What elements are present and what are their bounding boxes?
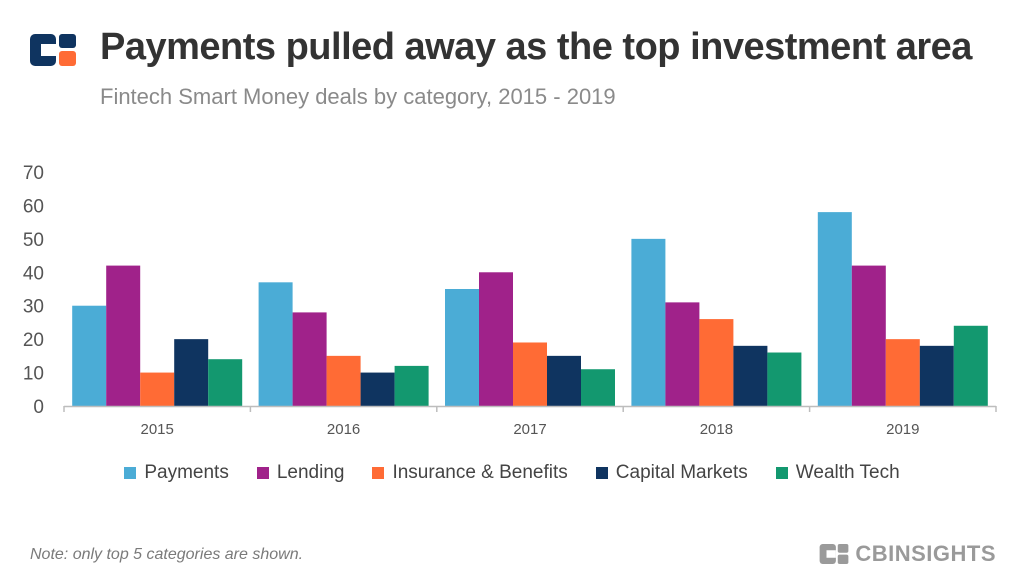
legend-label: Wealth Tech: [795, 462, 900, 483]
bar-capital-markets-2015: [174, 339, 209, 406]
x-tick-label: 2019: [886, 421, 919, 438]
cb-insights-logo-icon: [30, 34, 76, 66]
y-tick-label: 40: [23, 263, 44, 284]
legend-swatch: [256, 467, 269, 479]
legend-swatch: [372, 467, 385, 479]
bar-capital-markets-2019: [919, 345, 954, 406]
y-tick-label: 50: [23, 230, 44, 251]
legend-item: Payments: [124, 462, 229, 484]
bar-wealth-tech-2016: [394, 365, 429, 406]
bar-lending-2015: [106, 265, 141, 406]
legend-label: Insurance & Benefits: [392, 462, 568, 483]
y-tick-label: 10: [23, 364, 44, 385]
bar-payments-2015: [72, 305, 107, 406]
bar-wealth-tech-2018: [767, 352, 802, 406]
chart-legend: Payments Lending Insurance & Benefits Capit…: [0, 462, 1024, 484]
x-tick-label: 2017: [513, 421, 546, 438]
bar-wealth-tech-2017: [581, 369, 615, 406]
y-tick-label: 20: [23, 330, 44, 351]
bar-insurance-benefits-2018: [699, 319, 734, 406]
bar-payments-2016: [258, 282, 293, 406]
x-tick-label: 2015: [141, 421, 174, 438]
brand-name: CBINSIGHTS: [855, 541, 996, 566]
legend-item: Capital Markets: [595, 462, 748, 484]
x-tick-label: 2016: [327, 421, 360, 438]
brand-logo: CBINSIGHTS: [819, 541, 996, 567]
legend-item: Insurance & Benefits: [372, 462, 568, 484]
cb-insights-mark-icon: [819, 544, 849, 564]
bar-wealth-tech-2019: [953, 325, 988, 406]
chart-title: Payments pulled away as the top investme…: [100, 26, 972, 68]
bar-lending-2018: [665, 302, 700, 406]
legend-label: Capital Markets: [615, 462, 748, 483]
y-tick-label: 70: [23, 163, 44, 184]
legend-label: Payments: [144, 462, 229, 483]
bar-capital-markets-2018: [733, 345, 768, 406]
bar-chart: 0 10 20 30 40 50 60 70 2015 2016 2017 2018 2019: [23, 163, 997, 438]
bar-insurance-benefits-2019: [885, 339, 920, 406]
bar-insurance-benefits-2017: [513, 342, 547, 406]
bar-lending-2019: [851, 265, 886, 406]
legend-label: Lending: [276, 462, 345, 483]
bar-payments-2018: [631, 238, 666, 406]
bar-capital-markets-2016: [360, 372, 395, 406]
bar-wealth-tech-2015: [208, 359, 243, 406]
bar-insurance-benefits-2016: [326, 355, 361, 406]
legend-swatch: [595, 467, 608, 479]
legend-item: Wealth Tech: [775, 462, 900, 484]
bar-lending-2017: [479, 272, 513, 406]
x-tick-label: 2018: [700, 421, 733, 438]
y-tick-label: 0: [33, 397, 44, 418]
bar-capital-markets-2017: [547, 355, 581, 406]
bar-payments-2017: [445, 289, 479, 406]
footnote: Note: only top 5 categories are shown.: [30, 546, 304, 563]
bar-payments-2019: [817, 212, 852, 406]
y-tick-label: 60: [23, 196, 44, 217]
y-tick-label: 30: [23, 297, 44, 318]
legend-swatch: [775, 467, 788, 479]
legend-item: Lending: [256, 462, 345, 484]
bar-lending-2016: [292, 312, 327, 406]
legend-swatch: [124, 467, 137, 479]
chart-subtitle: Fintech Smart Money deals by category, 2…: [100, 84, 616, 109]
bar-insurance-benefits-2015: [140, 372, 175, 406]
